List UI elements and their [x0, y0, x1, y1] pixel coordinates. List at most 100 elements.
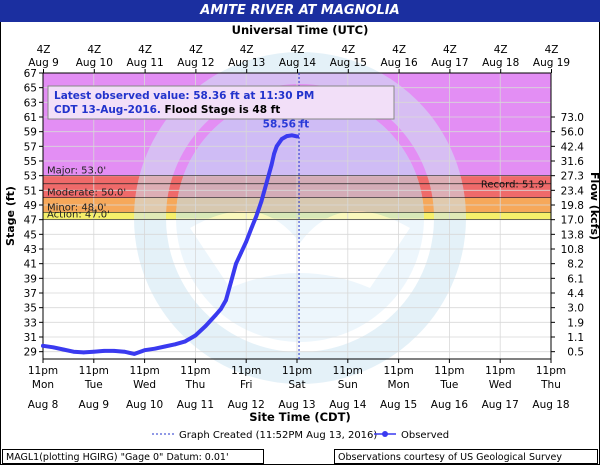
flow-tick-label-2: 1.9 [567, 317, 584, 329]
bottom-tick-time-2: 11pm [129, 365, 159, 377]
flow-tick-label-1: 1.1 [567, 332, 584, 344]
flow-tick-label-12: 27.3 [561, 171, 584, 183]
flow-tick-label-6: 8.2 [567, 259, 584, 271]
observed-point-16 [203, 324, 208, 328]
top-tick-date-6: Aug 15 [330, 57, 367, 69]
ytick-label-10: 49 [24, 200, 37, 212]
ytick-label-1: 31 [24, 332, 37, 344]
peak-label: 58.56 ft [263, 118, 309, 130]
observed-point-11 [152, 346, 157, 351]
chart-title: AMITE RIVER AT MAGNOLIA [200, 3, 400, 18]
ytick-label-4: 37 [24, 288, 37, 300]
footer-attribution: Observations courtesy of US Geological S… [334, 449, 598, 464]
bottom-tick-date-4: Aug 12 [228, 399, 265, 411]
top-tick-time-6: 4Z [341, 44, 355, 56]
flood-label-1: Moderate: 50.0' [47, 188, 126, 199]
top-tick-time-8: 4Z [443, 44, 457, 56]
bottom-tick-day-9: Wed [489, 379, 512, 391]
bottom-tick-date-8: Aug 16 [431, 399, 469, 411]
latest-value-box [47, 85, 395, 120]
top-tick-time-9: 4Z [494, 44, 508, 56]
flood-stage-note: Flood Stage is 48 ft [161, 104, 280, 116]
y-axis-title-right: Flow (kcfs) [588, 172, 600, 240]
legend-graph-created-label: Graph Created (11:52PM Aug 13, 2016) [179, 430, 377, 441]
ytick-label-12: 53 [24, 171, 37, 183]
observed-point-2 [61, 347, 66, 352]
noaa-watermark [134, 52, 466, 384]
ytick-label-17: 63 [24, 97, 37, 109]
flood-label-2: Minor: 48.0' [47, 202, 106, 213]
flow-tick-label-15: 56.0 [561, 127, 584, 139]
observed-point-20 [229, 280, 233, 284]
observed-point-34 [295, 134, 299, 139]
latest-value-line2: CDT 13-Aug-2016. Flood Stage is 48 ft [54, 104, 280, 116]
observed-point-13 [173, 342, 177, 347]
top-tick-date-9: Aug 18 [482, 57, 519, 69]
bottom-tick-day-8: Tue [439, 379, 458, 391]
observed-point-0 [41, 344, 45, 348]
top-tick-date-1: Aug 10 [76, 57, 113, 69]
observed-point-12 [163, 344, 167, 349]
ytick-label-6: 41 [24, 259, 37, 271]
top-tick-date-3: Aug 12 [177, 57, 214, 69]
observed-point-30 [274, 144, 279, 149]
flow-tick-label-0: 0.5 [567, 347, 584, 359]
bottom-tick-date-9: Aug 17 [482, 399, 519, 411]
observed-point-8 [122, 349, 127, 354]
top-tick-time-3: 4Z [189, 44, 203, 56]
bottom-tick-day-1: Tue [84, 379, 103, 391]
ytick-label-11: 51 [24, 185, 37, 197]
ytick-label-7: 43 [24, 244, 37, 256]
top-tick-time-10: 4Z [545, 44, 559, 56]
top-tick-date-8: Aug 17 [431, 57, 468, 69]
ytick-label-2: 33 [24, 317, 37, 329]
ytick-label-19: 67 [24, 68, 37, 80]
top-tick-date-0: Aug 9 [28, 57, 59, 69]
observed-point-9 [132, 352, 137, 356]
record-label: Record: 51.9' [481, 180, 547, 191]
flow-tick-label-7: 10.8 [561, 244, 584, 256]
top-tick-time-5: 4Z [291, 44, 305, 56]
bottom-tick-day-0: Mon [32, 379, 54, 391]
flow-tick-label-10: 19.8 [561, 200, 584, 212]
flow-tick-label-16: 73.0 [561, 112, 584, 124]
title-bar [0, 0, 600, 22]
ytick-label-5: 39 [24, 273, 37, 285]
ytick-label-9: 47 [24, 215, 37, 227]
observed-point-31 [279, 137, 284, 141]
top-tick-time-7: 4Z [392, 44, 406, 56]
flow-tick-label-13: 31.6 [561, 156, 585, 168]
bottom-tick-time-3: 11pm [180, 365, 210, 377]
legend-observed-label: Observed [401, 430, 449, 441]
ytick-label-8: 45 [24, 229, 37, 241]
top-tick-time-1: 4Z [87, 44, 101, 56]
flood-label-3: Action: 47.0' [47, 210, 110, 221]
bottom-tick-date-3: Aug 11 [177, 399, 214, 411]
observed-point-18 [219, 307, 223, 311]
observed-point-3 [71, 349, 76, 354]
top-axis-title: Universal Time (UTC) [232, 23, 369, 37]
bottom-tick-date-0: Aug 8 [28, 399, 59, 411]
observed-point-15 [193, 333, 198, 338]
flow-tick-label-8: 13.8 [561, 229, 584, 241]
y-axis-title-left: Stage (ft) [4, 186, 17, 246]
bottom-tick-day-6: Sun [338, 379, 358, 391]
bottom-tick-time-5: 11pm [282, 365, 312, 377]
bottom-tick-date-10: Aug 18 [532, 399, 569, 411]
latest-value-date: CDT 13-Aug-2016. [54, 104, 161, 116]
observed-point-22 [239, 250, 243, 255]
bottom-tick-time-8: 11pm [434, 365, 464, 377]
top-tick-time-2: 4Z [138, 44, 152, 56]
ytick-label-13: 55 [24, 156, 37, 168]
bottom-tick-day-10: Thu [540, 379, 561, 391]
ytick-label-0: 29 [24, 347, 37, 359]
top-tick-time-4: 4Z [240, 44, 254, 56]
bottom-axis-title: Site Time (CDT) [249, 410, 350, 424]
footer-datum-note: MAGL1(plotting HGIRG) "Gage 0" Datum: 0.… [2, 449, 264, 464]
bottom-tick-time-9: 11pm [485, 365, 515, 377]
legend-observed-marker [382, 431, 388, 437]
observed-point-26 [259, 199, 264, 204]
flow-tick-label-5: 6.1 [567, 273, 584, 285]
top-tick-date-4: Aug 13 [228, 57, 265, 69]
flood-label-0: Major: 53.0' [47, 166, 106, 177]
